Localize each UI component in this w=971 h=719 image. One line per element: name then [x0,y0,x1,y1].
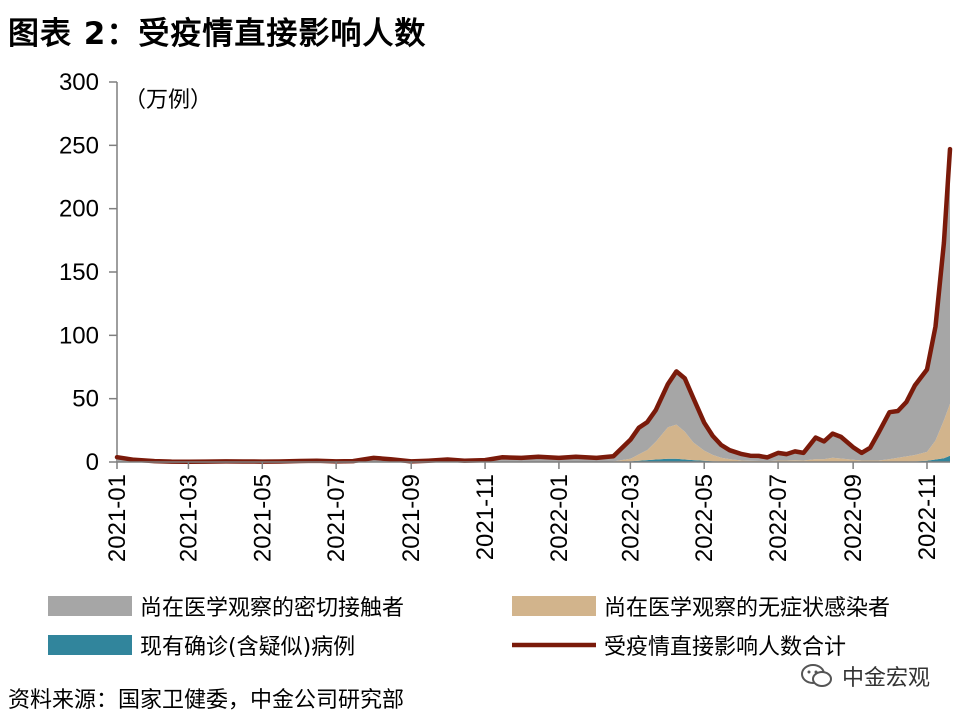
x-tick-label: 2022-03 [617,474,644,562]
close-contacts-area [117,149,950,462]
legend-swatch [48,596,132,616]
watermark-text: 中金宏观 [842,666,931,691]
x-tick-label: 2022-09 [840,474,867,562]
legend-label: 尚在医学观察的无症状感染者 [604,596,890,621]
legend-confirmed: 现有确诊(含疑似)病例 [48,635,355,660]
x-tick-label: 2022-05 [691,474,718,562]
y-tick-label: 100 [59,322,99,349]
x-tick-label: 2021-05 [249,474,276,562]
legend-label: 尚在医学观察的密切接触者 [140,596,404,621]
x-tick-label: 2022-01 [546,474,573,562]
legend-swatch [48,635,132,655]
x-tick-label: 2022-11 [914,474,941,560]
y-tick-label: 250 [59,132,99,159]
total-line-group [114,146,953,464]
x-tick-label: 2022-07 [765,474,792,562]
x-axis: 2021-01 2021-03 2021-05 2021-07 2021-09 2021-… [104,461,950,562]
x-tick-label: 2021-11 [472,474,499,560]
legend-label: 现有确诊(含疑似)病例 [140,635,355,660]
x-tick-label: 2021-07 [323,474,350,562]
y-axis: 0 50 100 150 200 250 300 [59,69,118,476]
y-tick-label: 0 [86,449,99,476]
x-tick-label: 2021-03 [175,474,202,562]
stacked-areas [117,149,950,462]
figure-title: 图表 2：受疫情直接影响人数 [8,16,427,52]
y-tick-label: 50 [72,386,99,413]
watermark: 中金宏观 [800,660,930,692]
y-tick-label: 300 [59,69,99,96]
y-unit-label: （万例） [124,88,212,113]
legend-close-contacts: 尚在医学观察的密切接触者 [48,596,404,621]
legend-total: 受疫情直接影响人数合计 [512,635,846,660]
y-tick-label: 150 [59,259,99,286]
legend-label: 受疫情直接影响人数合计 [604,635,846,660]
wechat-icon [801,664,832,687]
legend-swatch [512,596,596,616]
y-tick-label: 200 [59,196,99,223]
x-tick-label: 2021-01 [104,474,131,562]
source-note: 资料来源：国家卫健委，中金公司研究部 [8,688,405,713]
legend-asymptomatic: 尚在医学观察的无症状感染者 [512,596,890,621]
total-line [114,146,953,464]
x-tick-label: 2021-09 [398,474,425,562]
